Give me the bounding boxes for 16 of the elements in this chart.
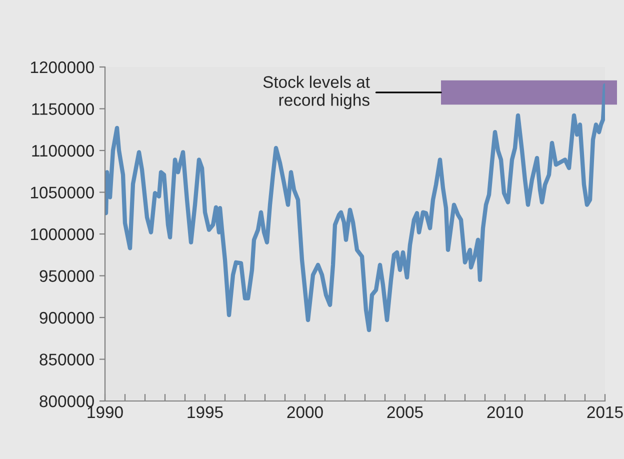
x-tick-label: 2010: [487, 406, 523, 418]
y-tick-label: 1050000: [30, 186, 94, 198]
y-tick-label: 1200000: [30, 61, 94, 74]
band-label: Stock levels at record highs: [263, 76, 370, 110]
x-tick-label: 1990: [88, 406, 123, 418]
y-tick-label: 850000: [40, 354, 94, 366]
y-tick-label: 1100000: [32, 144, 94, 157]
x-tick-label: 2000: [287, 406, 323, 418]
x-tick-label: 2005: [387, 406, 423, 418]
y-tick-label: 800000: [40, 395, 94, 408]
x-tick-label: 1995: [188, 406, 223, 418]
x-tick-label: 2015: [587, 406, 623, 418]
y-tick-label: 1150000: [32, 103, 94, 115]
y-tick-label: 1000000: [30, 228, 94, 240]
y-tick-label: 900000: [40, 312, 94, 324]
y-tick-label: 950000: [40, 270, 94, 282]
